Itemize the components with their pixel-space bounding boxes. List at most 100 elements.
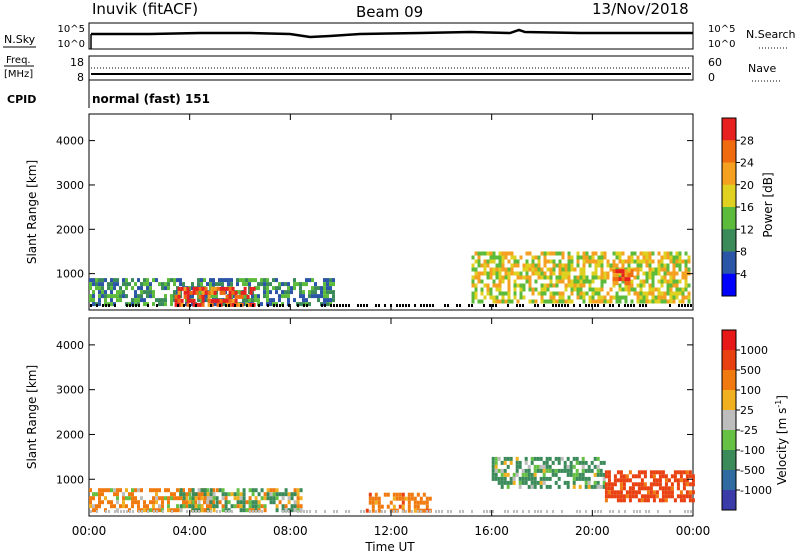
power-cell [615,269,619,274]
velocity-cell [98,488,101,493]
power-cell [531,259,535,264]
power-baseline-cell [573,304,575,307]
power-cell [477,255,481,260]
velocity-baseline-cell [219,510,221,513]
velocity-cell [506,456,510,461]
velocity-cell [590,468,594,473]
power-cell [174,298,178,303]
power-cell [504,251,508,256]
velocity-cell [670,482,674,487]
velocity-cell [206,488,209,493]
power-cell [615,299,619,304]
power-cell [302,294,305,299]
velocity-baseline-cell [228,510,230,513]
power-colorbar-swatch [722,273,736,297]
power-cell [537,259,541,264]
power-cell [651,271,655,276]
power-cell [177,290,181,295]
nsky-tick-top: 10^5 [58,24,85,35]
power-cell [657,291,661,296]
power-cell [180,302,184,307]
velocity-cell [254,488,258,493]
power-cell [504,291,508,296]
power-cell [495,255,499,260]
power-baseline-cell [339,304,341,307]
power-cell [182,282,185,287]
power-cell [528,263,532,268]
velocity-baseline-cell [216,510,218,513]
velocity-cell [290,508,294,513]
power-cell [317,294,320,299]
power-cell [549,267,553,272]
power-cell [278,298,281,303]
power-cell [474,275,478,280]
power-cell [305,278,308,283]
power-cell [681,275,685,280]
power-cell [669,271,673,276]
velocity-cell [622,498,626,503]
power-cell [248,282,251,287]
power-cell [218,282,221,287]
velocity-cell [254,496,258,501]
power-cell [516,271,520,276]
power-cell [660,259,664,264]
power-cell [89,282,92,287]
velocity-ytick-label: 2000 [56,428,84,441]
power-cell [507,259,511,264]
power-cell [236,282,239,287]
power-cell [308,302,311,307]
power-cell [240,294,244,299]
velocity-cell [224,504,228,509]
power-baseline-cell [585,304,587,307]
power-cell [543,259,547,264]
power-cell [558,295,562,300]
power-cell [639,279,643,284]
power-cell [636,263,640,268]
power-cell [591,299,595,304]
velocity-cell [107,488,110,493]
power-cell [489,275,493,280]
power-cell [639,259,643,264]
power-cell [149,294,152,299]
power-cell [621,259,625,264]
power-baseline-cell [507,304,509,307]
power-baseline-cell [645,304,647,307]
power-baseline-cell [597,304,599,307]
power-cell [483,251,487,256]
power-cell [513,271,517,276]
power-cell [678,291,682,296]
power-cell [134,298,137,303]
power-cell [314,286,317,291]
velocity-cell [221,508,225,513]
power-cell [504,275,508,280]
power-cell [633,291,637,296]
power-cell [257,294,260,299]
power-cell [471,295,475,300]
velocity-cell [563,460,567,465]
velocity-colorbar-label-tick: 500 [740,364,761,377]
velocity-cell [293,500,297,505]
velocity-data-cells [89,456,695,513]
power-cell [501,267,505,272]
power-cell [329,286,332,291]
power-cell [684,259,688,264]
power-cell [678,255,682,260]
velocity-cell [221,504,225,509]
velocity-cell [497,476,501,481]
power-cell [519,295,523,300]
velocity-baseline-cell [288,510,290,513]
power-cell [122,294,125,299]
power-cell [177,294,181,299]
power-cell [222,286,226,291]
velocity-cell [179,492,183,497]
power-cell [561,267,565,272]
power-cell [513,263,517,268]
power-cell [275,290,278,295]
nave-tick-top: 60 [708,56,722,69]
power-cell [332,282,335,287]
velocity-baseline-cell [381,510,383,513]
velocity-cell [521,468,525,473]
power-baseline-cell [624,304,626,307]
